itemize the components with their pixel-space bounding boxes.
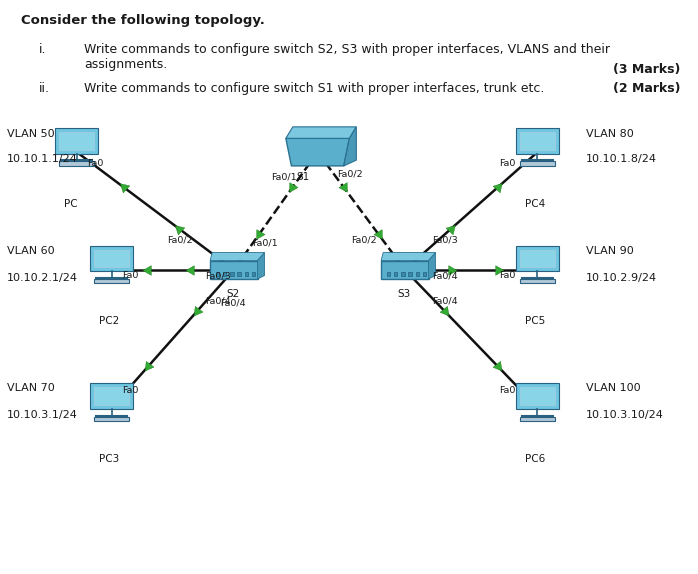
Text: ii.: ii.: [38, 82, 50, 95]
FancyBboxPatch shape: [516, 246, 559, 272]
Text: (2 Marks): (2 Marks): [613, 82, 681, 95]
FancyBboxPatch shape: [59, 161, 94, 166]
Text: (3 Marks): (3 Marks): [613, 63, 681, 76]
FancyBboxPatch shape: [520, 387, 555, 405]
FancyBboxPatch shape: [94, 279, 129, 284]
Text: Fa0/3: Fa0/3: [205, 272, 230, 280]
Polygon shape: [429, 253, 436, 279]
FancyBboxPatch shape: [381, 261, 429, 279]
Text: Fa0/2: Fa0/2: [336, 169, 362, 178]
FancyBboxPatch shape: [516, 383, 559, 409]
Text: Fa0: Fa0: [122, 272, 138, 280]
Text: Fa0/2: Fa0/2: [350, 236, 376, 245]
Text: 10.10.1.8/24: 10.10.1.8/24: [586, 154, 658, 164]
Text: VLAN 50: VLAN 50: [7, 129, 54, 138]
FancyBboxPatch shape: [516, 128, 559, 154]
Text: Write commands to configure switch S2, S3 with proper interfaces, VLANS and thei: Write commands to configure switch S2, S…: [84, 43, 610, 71]
Text: PC4: PC4: [525, 199, 545, 208]
FancyBboxPatch shape: [244, 272, 248, 276]
Text: PC6: PC6: [525, 454, 545, 464]
FancyBboxPatch shape: [94, 250, 129, 267]
Text: Fa0/1: Fa0/1: [271, 172, 297, 181]
FancyBboxPatch shape: [237, 272, 241, 276]
FancyBboxPatch shape: [216, 272, 219, 276]
Text: VLAN 100: VLAN 100: [586, 383, 641, 393]
FancyBboxPatch shape: [520, 132, 555, 150]
Text: 10.10.3.1/24: 10.10.3.1/24: [7, 410, 78, 420]
Text: S2: S2: [227, 289, 240, 299]
FancyBboxPatch shape: [423, 272, 426, 276]
Text: PC3: PC3: [99, 454, 119, 464]
Text: PC2: PC2: [99, 316, 119, 326]
FancyBboxPatch shape: [94, 417, 129, 421]
Text: 10.10.2.1/24: 10.10.2.1/24: [7, 273, 78, 283]
Text: 10.10.1.1/24: 10.10.1.1/24: [7, 154, 78, 164]
Polygon shape: [210, 253, 265, 261]
Text: Fa0: Fa0: [87, 160, 103, 168]
FancyBboxPatch shape: [401, 272, 405, 276]
Text: Fa0/4: Fa0/4: [220, 299, 246, 308]
Text: Fa0: Fa0: [499, 386, 515, 395]
FancyBboxPatch shape: [520, 250, 555, 267]
Text: VLAN 90: VLAN 90: [586, 246, 634, 256]
Text: PC: PC: [64, 199, 78, 208]
Text: PC5: PC5: [525, 316, 545, 326]
FancyBboxPatch shape: [520, 279, 555, 284]
Text: S1: S1: [297, 172, 310, 181]
FancyBboxPatch shape: [520, 417, 555, 421]
Text: Fa0/4: Fa0/4: [432, 296, 458, 305]
FancyBboxPatch shape: [59, 132, 94, 150]
Text: Fa0/4: Fa0/4: [432, 272, 458, 280]
Polygon shape: [286, 127, 356, 138]
Polygon shape: [381, 253, 436, 261]
Polygon shape: [286, 138, 349, 166]
FancyBboxPatch shape: [223, 272, 226, 276]
FancyBboxPatch shape: [415, 272, 419, 276]
Text: VLAN 80: VLAN 80: [586, 129, 634, 138]
Text: Write commands to configure switch S1 with proper interfaces, trunk etc.: Write commands to configure switch S1 wi…: [84, 82, 544, 95]
Polygon shape: [258, 253, 265, 279]
Text: Fa0/1: Fa0/1: [253, 239, 278, 248]
Text: Fa0/3: Fa0/3: [432, 236, 458, 245]
FancyBboxPatch shape: [394, 272, 397, 276]
Text: VLAN 70: VLAN 70: [7, 383, 54, 393]
Text: 10.10.3.10/24: 10.10.3.10/24: [586, 410, 664, 420]
Text: Fa0: Fa0: [499, 272, 515, 280]
FancyBboxPatch shape: [90, 246, 133, 272]
Text: Fa0/2: Fa0/2: [168, 236, 193, 245]
Text: Fa0: Fa0: [499, 160, 515, 168]
Text: Fa0/4: Fa0/4: [205, 296, 230, 305]
FancyBboxPatch shape: [387, 272, 390, 276]
Text: S3: S3: [398, 289, 411, 299]
Text: 10.10.2.9/24: 10.10.2.9/24: [586, 273, 658, 283]
FancyBboxPatch shape: [55, 128, 98, 154]
FancyBboxPatch shape: [210, 261, 258, 279]
FancyBboxPatch shape: [94, 387, 129, 405]
FancyBboxPatch shape: [252, 272, 255, 276]
Text: Fa0: Fa0: [122, 386, 138, 395]
Text: VLAN 60: VLAN 60: [7, 246, 54, 256]
FancyBboxPatch shape: [230, 272, 234, 276]
Text: i.: i.: [38, 43, 46, 56]
FancyBboxPatch shape: [408, 272, 412, 276]
Text: Consider the following topology.: Consider the following topology.: [21, 14, 265, 28]
Polygon shape: [343, 127, 356, 166]
FancyBboxPatch shape: [520, 161, 555, 166]
FancyBboxPatch shape: [90, 383, 133, 409]
